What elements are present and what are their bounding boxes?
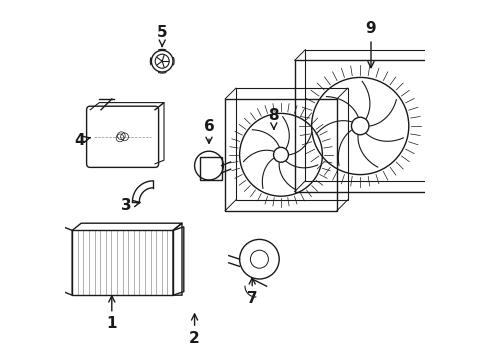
Text: 1: 1 — [106, 296, 117, 332]
Text: 9: 9 — [366, 21, 376, 68]
Text: 3: 3 — [121, 198, 140, 213]
Text: 6: 6 — [204, 118, 215, 143]
Text: 5: 5 — [157, 25, 168, 46]
Text: 7: 7 — [247, 278, 258, 306]
Text: 2: 2 — [189, 314, 200, 346]
Text: 4: 4 — [74, 133, 90, 148]
Text: 8: 8 — [269, 108, 279, 129]
